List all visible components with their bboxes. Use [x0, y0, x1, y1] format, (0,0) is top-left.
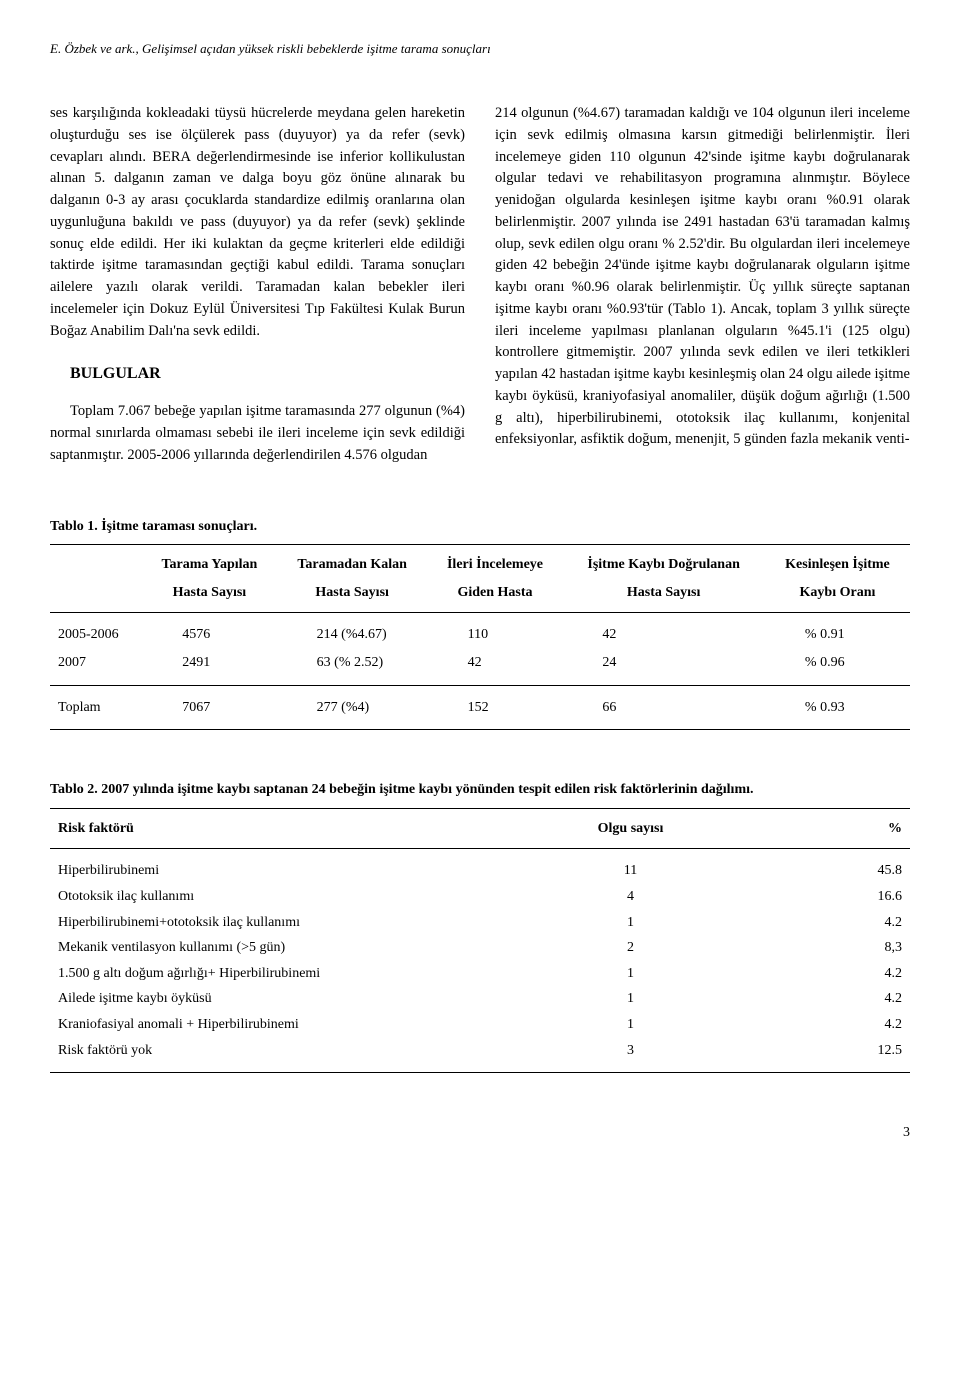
table-cell: 2	[523, 935, 738, 961]
table-cell: 1	[523, 910, 738, 936]
table1-header: Giden Hasta	[428, 579, 563, 613]
table-cell: 1	[523, 961, 738, 987]
left-column: ses karşılığında kokleadaki tüysü hücrel…	[50, 103, 465, 467]
table-row: Risk faktörü yok 3 12.5	[50, 1038, 910, 1073]
table1-header: Hasta Sayısı	[142, 579, 276, 613]
table2: Risk faktörü Olgu sayısı % Hiperbilirubi…	[50, 808, 910, 1073]
table-cell: Hiperbilirubinemi	[50, 849, 523, 884]
table-cell: 277 (%4)	[277, 685, 428, 730]
table-cell: 1.500 g altı doğum ağırlığı+ Hiperbiliru…	[50, 961, 523, 987]
table2-header: Risk faktörü	[50, 808, 523, 849]
table1-header: İleri İncelemeye	[428, 545, 563, 579]
table-row: 2007 2491 63 (% 2.52) 42 24 % 0.96	[50, 649, 910, 685]
table1-header: Taramadan Kalan	[277, 545, 428, 579]
table-cell: Kraniofasiyal anomali + Hiperbilirubinem…	[50, 1012, 523, 1038]
table-cell: 214 (%4.67)	[277, 613, 428, 649]
table-cell: 2005-2006	[50, 613, 142, 649]
table-cell: 42	[428, 649, 563, 685]
table-cell: Ototoksik ilaç kullanımı	[50, 884, 523, 910]
table-cell: 12.5	[738, 1038, 910, 1073]
table-cell: 24	[562, 649, 765, 685]
table-cell: 4	[523, 884, 738, 910]
table-cell: 1	[523, 986, 738, 1012]
table-cell: 4.2	[738, 1012, 910, 1038]
table-cell: Hiperbilirubinemi+ototoksik ilaç kullanı…	[50, 910, 523, 936]
table-cell: 4.2	[738, 986, 910, 1012]
table1-header: İşitme Kaybı Doğrulanan	[562, 545, 765, 579]
table1: Tarama Yapılan Taramadan Kalan İleri İnc…	[50, 544, 910, 730]
table-cell: 11	[523, 849, 738, 884]
table-cell: 7067	[142, 685, 276, 730]
table-cell: 4576	[142, 613, 276, 649]
table-row: Mekanik ventilasyon kullanımı (>5 gün) 2…	[50, 935, 910, 961]
table-cell: 4.2	[738, 961, 910, 987]
table-cell: Ailede işitme kaybı öyküsü	[50, 986, 523, 1012]
table-cell: 16.6	[738, 884, 910, 910]
table1-header: Kaybı Oranı	[765, 579, 910, 613]
paragraph: 214 olgunun (%4.67) taramadan kaldığı ve…	[495, 103, 910, 451]
paragraph: Toplam 7.067 bebeğe yapılan işitme taram…	[50, 401, 465, 466]
table-cell: Toplam	[50, 685, 142, 730]
table-cell: 2491	[142, 649, 276, 685]
running-header: E. Özbek ve ark., Gelişimsel açıdan yüks…	[50, 40, 910, 58]
table-cell: 152	[428, 685, 563, 730]
table2-header: %	[738, 808, 910, 849]
table-row: Kraniofasiyal anomali + Hiperbilirubinem…	[50, 1012, 910, 1038]
table1-header: Kesinleşen İşitme	[765, 545, 910, 579]
table-cell: Mekanik ventilasyon kullanımı (>5 gün)	[50, 935, 523, 961]
table-row-total: Toplam 7067 277 (%4) 152 66 % 0.93	[50, 685, 910, 730]
table-row: Hiperbilirubinemi 11 45.8	[50, 849, 910, 884]
table-row: 1.500 g altı doğum ağırlığı+ Hiperbiliru…	[50, 961, 910, 987]
table-cell: % 0.91	[765, 613, 910, 649]
table-cell: Risk faktörü yok	[50, 1038, 523, 1073]
table1-header-empty	[50, 579, 142, 613]
table1-header: Hasta Sayısı	[562, 579, 765, 613]
table-cell: 8,3	[738, 935, 910, 961]
page-number: 3	[50, 1123, 910, 1143]
body-columns: ses karşılığında kokleadaki tüysü hücrel…	[50, 103, 910, 467]
table-cell: 63 (% 2.52)	[277, 649, 428, 685]
table2-header: Olgu sayısı	[523, 808, 738, 849]
table-row: 2005-2006 4576 214 (%4.67) 110 42 % 0.91	[50, 613, 910, 649]
table-cell: 4.2	[738, 910, 910, 936]
table-cell: 110	[428, 613, 563, 649]
table-row: Ototoksik ilaç kullanımı 4 16.6	[50, 884, 910, 910]
table-cell: % 0.93	[765, 685, 910, 730]
table-cell: 1	[523, 1012, 738, 1038]
table2-title: Tablo 2. 2007 yılında işitme kaybı sapta…	[50, 780, 910, 800]
table-cell: % 0.96	[765, 649, 910, 685]
table-row: Ailede işitme kaybı öyküsü 1 4.2	[50, 986, 910, 1012]
table1-title: Tablo 1. İşitme taraması sonuçları.	[50, 517, 910, 537]
table1-header: Tarama Yapılan	[142, 545, 276, 579]
right-column: 214 olgunun (%4.67) taramadan kaldığı ve…	[495, 103, 910, 467]
table-cell: 2007	[50, 649, 142, 685]
table-row: Hiperbilirubinemi+ototoksik ilaç kullanı…	[50, 910, 910, 936]
section-heading: BULGULAR	[50, 362, 465, 386]
table-cell: 3	[523, 1038, 738, 1073]
paragraph: ses karşılığında kokleadaki tüysü hücrel…	[50, 103, 465, 342]
table-cell: 66	[562, 685, 765, 730]
table1-header-empty	[50, 545, 142, 579]
table-cell: 42	[562, 613, 765, 649]
table1-header: Hasta Sayısı	[277, 579, 428, 613]
table-cell: 45.8	[738, 849, 910, 884]
